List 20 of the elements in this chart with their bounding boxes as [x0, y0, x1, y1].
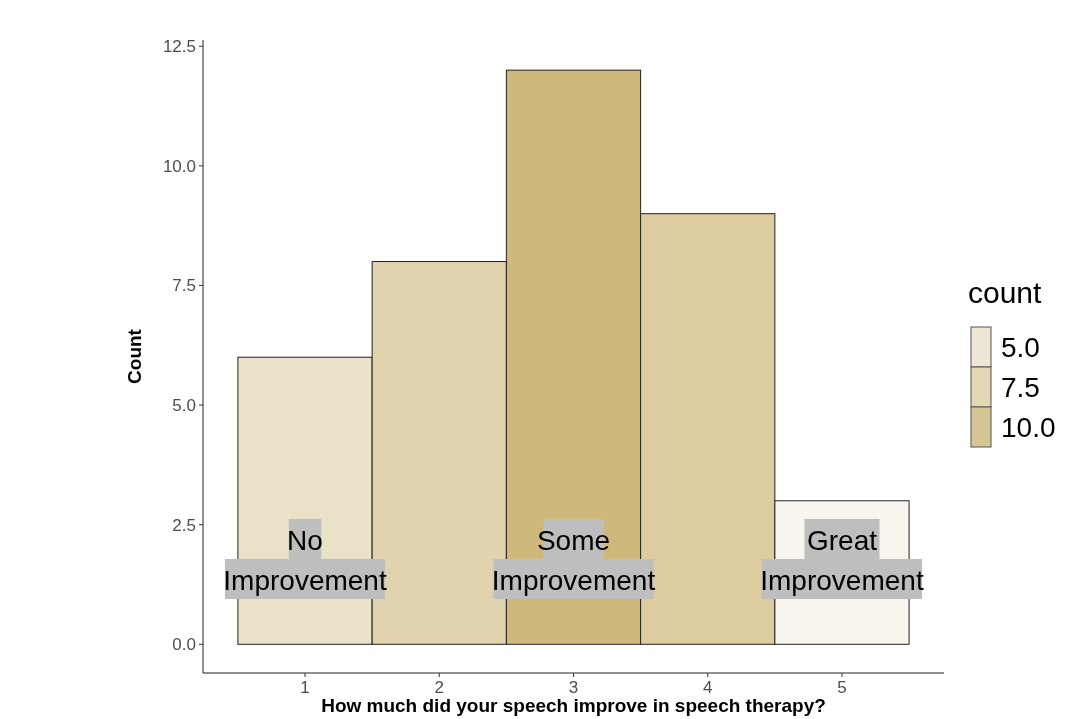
color-bar-label: 10.0 — [1001, 411, 1056, 443]
y-tick-label: 12.5 — [162, 37, 196, 57]
x-tick-label: 3 — [568, 678, 579, 697]
annotation: Great Improvement — [760, 524, 924, 596]
legend-title: count — [968, 276, 1043, 309]
x-tick-label: 4 — [703, 678, 713, 697]
y-tick-label: 0.0 — [172, 635, 196, 655]
y-axis-title: Count — [124, 328, 145, 384]
x-tick-label: 1 — [300, 678, 310, 697]
y-tick-label: 2.5 — [172, 515, 196, 535]
x-tick-label: 5 — [837, 678, 847, 697]
y-tick-label: 7.5 — [172, 276, 196, 296]
y-tick-label: 10.0 — [162, 156, 196, 176]
y-tick-label: 5.0 — [172, 396, 196, 416]
annotation: No Improvement — [223, 524, 387, 596]
color-bar-label: 7.5 — [1001, 371, 1040, 403]
color-bar-label: 5.0 — [1001, 331, 1040, 363]
x-axis-title: How much did your speech improve in speech therapy? — [321, 695, 826, 716]
annotation: Some Improvement — [491, 524, 656, 596]
x-tick-label: 2 — [434, 678, 444, 697]
